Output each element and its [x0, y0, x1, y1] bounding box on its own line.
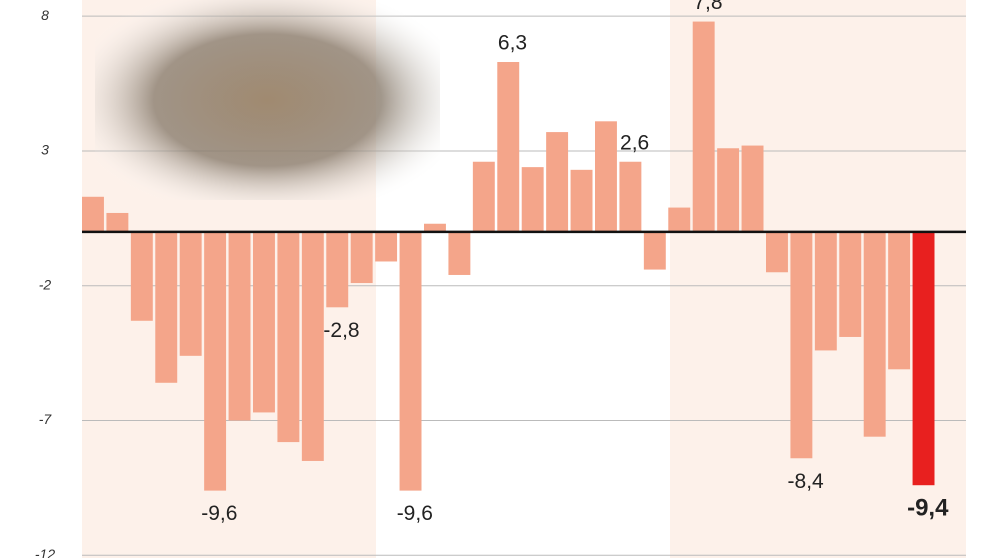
value-label: 6,3 [498, 32, 527, 55]
bar [521, 167, 544, 232]
bar [619, 161, 642, 232]
bar [766, 231, 788, 273]
bar [424, 223, 446, 232]
bar [301, 231, 324, 461]
bar [253, 231, 275, 413]
bar [155, 231, 178, 383]
photo [95, 0, 440, 200]
value-label: -9,4 [907, 495, 949, 522]
bar [375, 231, 398, 262]
y-tick-label: -12 [35, 546, 55, 558]
bar [106, 212, 129, 232]
bar [228, 231, 251, 421]
value-label: -2,8 [323, 319, 359, 342]
bar [204, 231, 227, 491]
bar [497, 62, 520, 232]
bar [130, 231, 153, 321]
bar [179, 231, 202, 356]
value-label: -8,4 [788, 470, 825, 493]
bar [82, 196, 104, 232]
bar [326, 231, 349, 308]
bar [595, 121, 617, 232]
value-label: -9,6 [201, 502, 237, 525]
bar [448, 231, 471, 275]
value-label: -9,6 [397, 502, 433, 525]
bar [350, 231, 373, 284]
y-tick-label: 3 [41, 142, 49, 158]
y-tick-label: -7 [39, 411, 53, 427]
bar [741, 145, 764, 232]
bar [888, 231, 911, 370]
bar [863, 231, 886, 437]
value-label: 7,8 [693, 0, 722, 14]
bar [912, 231, 935, 486]
bar [570, 169, 593, 232]
y-tick-label: 8 [41, 7, 49, 23]
y-tick-label: -2 [39, 276, 52, 292]
bar [643, 231, 666, 270]
bar [717, 148, 740, 232]
bar [472, 161, 495, 232]
bar [399, 231, 422, 491]
bar [668, 207, 691, 232]
bar [790, 231, 813, 459]
bar [692, 21, 715, 232]
bar [277, 231, 300, 443]
bar [814, 231, 837, 351]
bar [546, 132, 569, 232]
value-label: 2,6 [620, 131, 649, 154]
bar [839, 231, 862, 337]
